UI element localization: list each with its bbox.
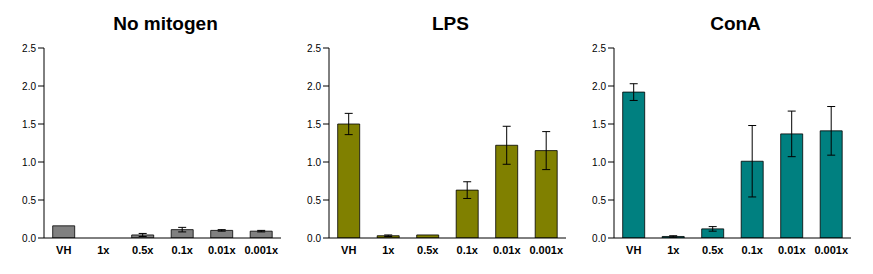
svg-text:1.5: 1.5 xyxy=(307,119,321,130)
svg-text:1x: 1x xyxy=(382,244,395,256)
svg-text:1.5: 1.5 xyxy=(592,119,606,130)
svg-text:2.0: 2.0 xyxy=(307,81,321,92)
svg-text:VH: VH xyxy=(341,244,356,256)
svg-text:1x: 1x xyxy=(667,244,680,256)
svg-text:0.5: 0.5 xyxy=(592,195,606,206)
svg-text:VH: VH xyxy=(626,244,641,256)
svg-text:0.0: 0.0 xyxy=(307,233,321,244)
svg-text:2.0: 2.0 xyxy=(592,81,606,92)
svg-text:0.1x: 0.1x xyxy=(457,244,479,256)
svg-text:0.01x: 0.01x xyxy=(493,244,521,256)
svg-text:1.0: 1.0 xyxy=(307,157,321,168)
svg-text:1.0: 1.0 xyxy=(592,157,606,168)
svg-text:0.01x: 0.01x xyxy=(778,244,806,256)
svg-text:0.5x: 0.5x xyxy=(417,244,439,256)
svg-text:0.1x: 0.1x xyxy=(172,244,194,256)
svg-text:1.0: 1.0 xyxy=(22,157,36,168)
svg-text:0.5: 0.5 xyxy=(307,195,321,206)
svg-text:0.0: 0.0 xyxy=(592,233,606,244)
html-text:ConA: ConA xyxy=(710,13,761,34)
svg-text:0.0: 0.0 xyxy=(22,233,36,244)
svg-text:2.5: 2.5 xyxy=(592,43,606,54)
svg-text:2.5: 2.5 xyxy=(22,43,36,54)
svg-text:0.5: 0.5 xyxy=(22,195,36,206)
svg-text:1.5: 1.5 xyxy=(22,119,36,130)
svg-text:0.1x: 0.1x xyxy=(742,244,764,256)
svg-text:0.01x: 0.01x xyxy=(208,244,236,256)
svg-text:0.001x: 0.001x xyxy=(814,244,849,256)
svg-text:VH: VH xyxy=(56,244,71,256)
svg-text:1x: 1x xyxy=(97,244,110,256)
svg-text:0.5x: 0.5x xyxy=(132,244,154,256)
svg-text:0.5x: 0.5x xyxy=(702,244,724,256)
html-text:No mitogen: No mitogen xyxy=(113,13,218,34)
html-text:LPS: LPS xyxy=(432,13,469,34)
svg-text:0.001x: 0.001x xyxy=(529,244,564,256)
svg-text:2.5: 2.5 xyxy=(307,43,321,54)
svg-text:2.0: 2.0 xyxy=(22,81,36,92)
svg-text:0.001x: 0.001x xyxy=(244,244,279,256)
